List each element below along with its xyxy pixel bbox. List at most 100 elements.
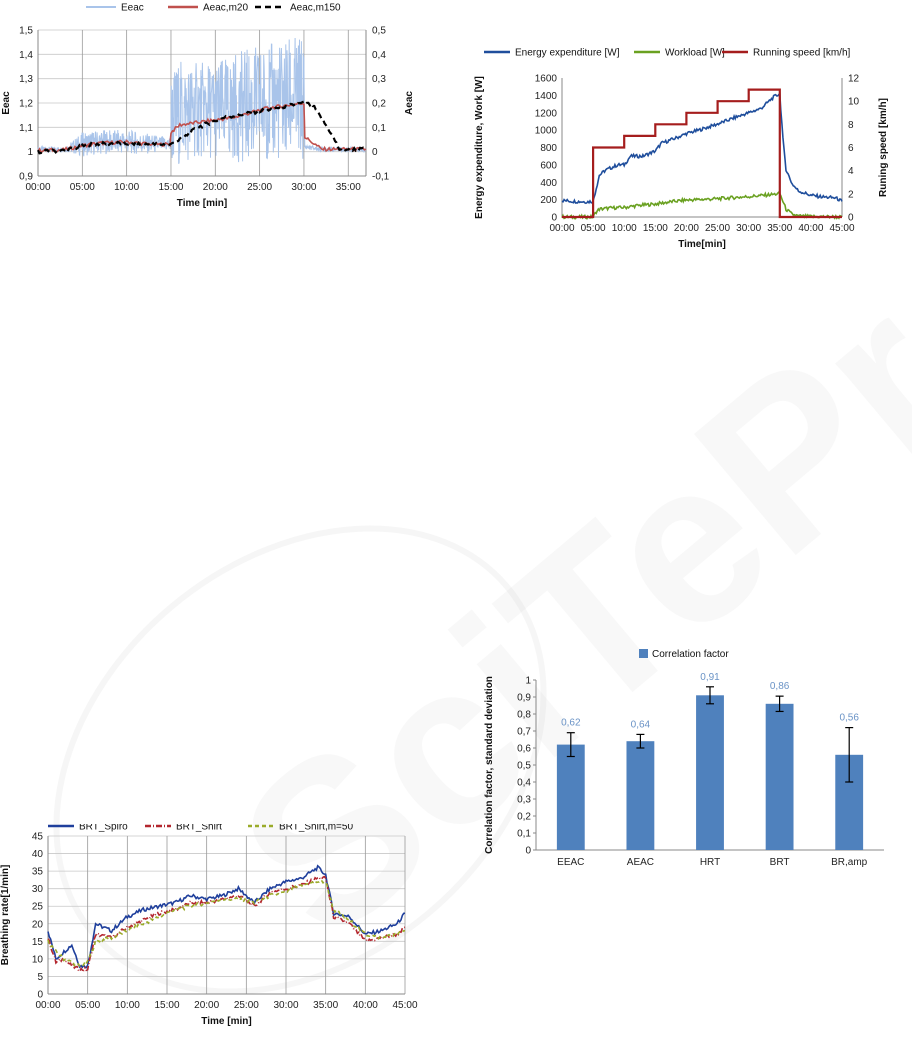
legend-label: Correlation factor [652, 649, 729, 660]
legend-label: Aeac,m150 [290, 3, 341, 14]
x-tick-label: EEAC [557, 857, 584, 868]
x-tick-label: 00:00 [35, 1000, 60, 1011]
y2-tick-label: 2 [848, 189, 854, 200]
x-tick-label: 20:00 [194, 1000, 219, 1011]
x-tick-label: 15:00 [158, 182, 183, 193]
series-line-energy-expenditure-w- [561, 91, 843, 205]
y2-tick-label: 0 [848, 213, 854, 224]
x-tick-label: 30:00 [291, 182, 316, 193]
data-label: 0,86 [770, 681, 790, 692]
y-tick-label: 1 [27, 147, 33, 158]
legend-swatch [639, 649, 648, 658]
y2-tick-label: 0,2 [372, 99, 386, 110]
x-tick-label: 20:00 [674, 223, 699, 234]
legend-label: BRT_Spiro [79, 824, 128, 833]
x-tick-label: 00:00 [549, 223, 574, 234]
y2-tick-label: 0,4 [372, 50, 386, 61]
x-tick-label: 35:00 [336, 182, 361, 193]
y-tick-label: 1,5 [19, 26, 33, 37]
y2-tick-label: 4 [848, 166, 854, 177]
chart-correlation-factor: 0 0,1 0,2 0,3 0,4 0,5 0,6 0,7 0,8 0,9 1 Correlation… [478, 640, 898, 880]
chart-eeac-aeac: 0,9 1 1,1 1,2 1,3 1,4 1,5 -0,1 0 0,1 0,2 0,3 0,4 0,5 0… [0, 0, 420, 235]
y-tick-label: 1 [525, 676, 531, 687]
y-tick-label: 600 [540, 160, 557, 171]
y2-tick-label: 0,1 [372, 123, 386, 134]
chart-breathing-rate: 0 5 10 15 20 25 30 35 40 45 00:00 05:00 10:00 15:00 20… [0, 822, 420, 1036]
y-tick-label: 20 [32, 919, 44, 930]
bar-brt [765, 703, 794, 850]
y-tick-label: 1,2 [19, 99, 33, 110]
y-tick-label: 1,1 [19, 123, 33, 134]
x-tick-label: HRT [700, 857, 720, 868]
x-tick-label: 15:00 [154, 1000, 179, 1011]
x-tick-label: 20:00 [203, 182, 228, 193]
x-tick-label: 45:00 [392, 1000, 417, 1011]
y2-tick-label: 10 [848, 97, 860, 108]
y2-axis-title: Runing speed [km/h] [878, 98, 889, 197]
x-axis-title: Time[min] [678, 239, 726, 250]
y-tick-label: 40 [32, 849, 44, 860]
x-tick-label: 25:00 [247, 182, 272, 193]
data-label: 0,62 [561, 718, 581, 729]
y2-tick-label: 8 [848, 120, 854, 131]
x-tick-label: AEAC [627, 857, 654, 868]
y-axis-title: Eeac [1, 91, 12, 115]
bar-aeac [626, 741, 655, 850]
legend-label: Aeac,m20 [203, 3, 248, 14]
x-axis-title: Time [min] [177, 198, 227, 209]
y-tick-label: 45 [32, 832, 44, 843]
y-tick-label: 10 [32, 954, 44, 965]
y-tick-label: 0,4 [517, 778, 531, 789]
x-tick-label: BRT [770, 857, 790, 868]
y-tick-label: 0 [525, 846, 531, 857]
y-tick-label: 200 [540, 195, 557, 206]
series-line-brt-shirt-m-50 [47, 879, 405, 968]
chart-breathing-rate-svg: 0 5 10 15 20 25 30 35 40 45 00:00 05:00 10:00 15:00 20… [0, 822, 418, 1028]
y-tick-label: 400 [540, 178, 557, 189]
y-axis-title: Correlation factor, standard deviation [484, 676, 495, 854]
y-tick-label: 35 [32, 867, 44, 878]
y-tick-label: 0,5 [517, 761, 531, 772]
series-line-workload-w- [561, 191, 843, 220]
x-tick-label: 40:00 [798, 223, 823, 234]
y-tick-label: 15 [32, 937, 44, 948]
bar-eeac [556, 744, 585, 850]
y-tick-label: 0 [37, 990, 43, 1001]
y-tick-label: 1400 [535, 91, 558, 102]
series-line-running-speed-km-h- [562, 88, 842, 219]
y-tick-label: 0,9 [517, 693, 531, 704]
x-tick-label: 40:00 [353, 1000, 378, 1011]
x-tick-label: 30:00 [736, 223, 761, 234]
y-tick-label: 0,1 [517, 829, 531, 840]
x-tick-label: 10:00 [114, 182, 139, 193]
y-axis-title: Breathing rate[1/min] [0, 865, 11, 966]
x-tick-label: BR,amp [831, 857, 868, 868]
y-axis-title: Energy expenditure, Work [W] [474, 76, 485, 219]
y-tick-label: 1,4 [19, 50, 33, 61]
y2-tick-label: 0 [372, 147, 378, 158]
x-tick-label: 00:00 [25, 182, 50, 193]
legend-label: BRT_Shirt,m=50 [279, 824, 353, 833]
y2-axis-title: Aeac [404, 91, 415, 115]
y-tick-label: 800 [540, 143, 557, 154]
y-tick-label: 30 [32, 884, 44, 895]
x-tick-label: 10:00 [612, 223, 637, 234]
y-tick-label: 0,2 [517, 812, 531, 823]
chart-energy-expenditure: 0 200 400 600 800 1000 1200 1400 1600 0 2 4 6 8 10 12 00… [470, 38, 900, 273]
x-tick-label: 35:00 [313, 1000, 338, 1011]
y-tick-label: 1600 [535, 74, 558, 85]
chart-energy-expenditure-svg: 0 200 400 600 800 1000 1200 1400 1600 0 2 4 6 8 10 12 00… [474, 48, 889, 251]
legend-label: Running speed [km/h] [753, 48, 851, 59]
series-line-brt-shirt [47, 875, 406, 973]
legend-label: Eeac [121, 3, 144, 14]
y-tick-label: 5 [37, 972, 43, 983]
x-tick-label: 05:00 [70, 182, 95, 193]
data-label: 0,91 [700, 672, 720, 683]
legend-label: Energy expenditure [W] [515, 48, 620, 59]
y-tick-label: 0 [551, 213, 557, 224]
data-label: 0,56 [839, 713, 859, 724]
y2-tick-label: 6 [848, 143, 854, 154]
y-tick-label: 1,3 [19, 74, 33, 85]
x-tick-label: 25:00 [234, 1000, 259, 1011]
x-tick-label: 45:00 [829, 223, 854, 234]
